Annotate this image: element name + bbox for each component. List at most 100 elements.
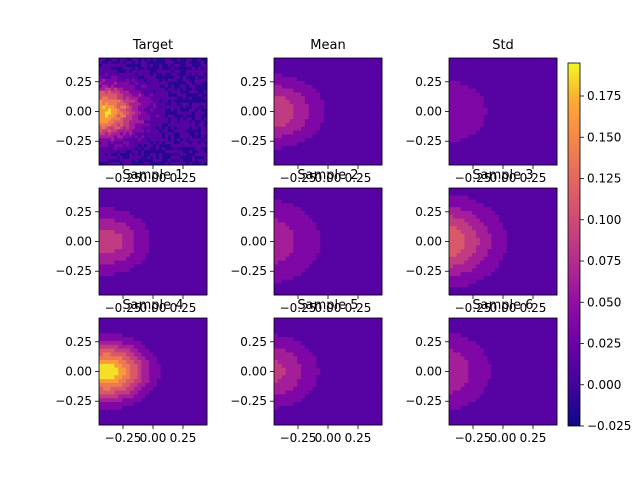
heatmap-cell xyxy=(304,107,310,112)
heatmap-cell xyxy=(549,237,554,242)
heatmap-cell xyxy=(533,138,539,143)
heatmap-cell xyxy=(468,126,473,132)
heatmap-cell xyxy=(495,69,500,74)
heatmap-cell xyxy=(118,191,123,197)
heatmap-cell xyxy=(192,69,196,74)
heatmap-cell xyxy=(476,130,481,135)
heatmap-cell xyxy=(464,58,469,63)
heatmap-cell xyxy=(285,249,290,254)
heatmap-cell xyxy=(135,93,139,98)
heatmap-cell xyxy=(165,126,169,130)
heatmap-cell xyxy=(204,105,208,109)
heatmap-cell xyxy=(153,84,157,89)
heatmap-cell xyxy=(285,58,290,63)
heatmap-cell xyxy=(483,88,488,93)
heatmap-cell xyxy=(277,134,283,139)
heatmap-cell xyxy=(106,275,111,281)
heatmap-cell xyxy=(335,107,340,112)
heatmap-cell xyxy=(351,84,356,89)
heatmap-cell xyxy=(370,145,375,151)
heatmap-cell xyxy=(126,58,130,62)
heatmap-cell xyxy=(120,72,124,77)
heatmap-cell xyxy=(553,237,558,242)
heatmap-cell xyxy=(460,252,465,258)
heatmap-cell xyxy=(522,130,527,135)
heatmap-cell xyxy=(545,149,550,154)
heatmap-cell xyxy=(106,237,111,242)
heatmap-cell xyxy=(308,65,313,70)
heatmap-cell xyxy=(460,69,465,74)
heatmap-cell xyxy=(331,207,337,212)
heatmap-cell xyxy=(549,126,554,132)
x-tick-label: 0.00 xyxy=(315,301,342,315)
heatmap-cell xyxy=(138,72,142,77)
heatmap-cell xyxy=(506,88,512,93)
heatmap-cell xyxy=(164,237,169,242)
heatmap-cell xyxy=(506,73,512,78)
heatmap-cell xyxy=(118,272,123,277)
heatmap-cell xyxy=(308,256,313,262)
heatmap-cell xyxy=(366,188,371,193)
heatmap-cell xyxy=(351,100,356,105)
heatmap-cell xyxy=(199,226,204,231)
heatmap-cell xyxy=(320,161,325,166)
heatmap-cell xyxy=(102,99,106,103)
heatmap-cell xyxy=(192,90,196,95)
heatmap-cell xyxy=(483,65,488,70)
heatmap-cell xyxy=(328,260,333,265)
heatmap-cell xyxy=(355,58,360,63)
heatmap-cell xyxy=(118,214,123,219)
heatmap-cell xyxy=(518,61,523,67)
heatmap-cell xyxy=(464,188,469,193)
heatmap-cell xyxy=(285,272,290,277)
heatmap-cell xyxy=(362,142,367,147)
heatmap-cell xyxy=(370,61,375,67)
heatmap-cell xyxy=(102,108,106,112)
heatmap-cell xyxy=(160,214,165,219)
heatmap-cell xyxy=(460,107,465,112)
heatmap-cell xyxy=(553,134,558,139)
heatmap-cell xyxy=(339,100,344,105)
heatmap-cell xyxy=(472,69,477,74)
heatmap-cell xyxy=(164,256,169,262)
heatmap-cell xyxy=(378,69,383,74)
heatmap-cell xyxy=(129,218,135,223)
heatmap-cell xyxy=(137,210,142,216)
heatmap-cell xyxy=(108,66,112,71)
heatmap-cell xyxy=(126,132,130,136)
heatmap-cell xyxy=(285,230,290,235)
heatmap-cell xyxy=(293,260,298,265)
heatmap-cell xyxy=(495,107,500,112)
heatmap-cell xyxy=(347,138,352,143)
heatmap-cell xyxy=(366,153,371,158)
heatmap-cell xyxy=(537,126,542,132)
heatmap-cell xyxy=(123,138,127,142)
heatmap-cell xyxy=(312,264,317,269)
heatmap-cell xyxy=(378,291,383,296)
heatmap-cell xyxy=(191,207,196,212)
heatmap-cell xyxy=(530,69,535,74)
heatmap-cell xyxy=(289,199,294,204)
heatmap-cell xyxy=(312,237,317,242)
heatmap-cell xyxy=(126,272,131,277)
heatmap-cell xyxy=(147,135,151,139)
heatmap-cell xyxy=(297,88,302,93)
heatmap-cell xyxy=(285,226,290,231)
heatmap-cell xyxy=(476,77,481,82)
heatmap-cell xyxy=(537,218,542,223)
heatmap-cell xyxy=(183,132,187,136)
heatmap-cell xyxy=(370,134,375,139)
heatmap-cell xyxy=(195,272,200,277)
heatmap-cell xyxy=(189,78,193,83)
heatmap-cell xyxy=(526,199,531,204)
heatmap-cell xyxy=(549,199,554,204)
heatmap-cell xyxy=(102,114,106,118)
heatmap-cell xyxy=(132,120,136,124)
heatmap-cell xyxy=(518,145,523,151)
heatmap-cell xyxy=(114,111,118,115)
heatmap-cell xyxy=(122,264,127,269)
heatmap-cell xyxy=(526,107,531,112)
heatmap-cell xyxy=(366,69,371,74)
heatmap-cell xyxy=(537,69,542,74)
heatmap-cell xyxy=(545,100,550,105)
